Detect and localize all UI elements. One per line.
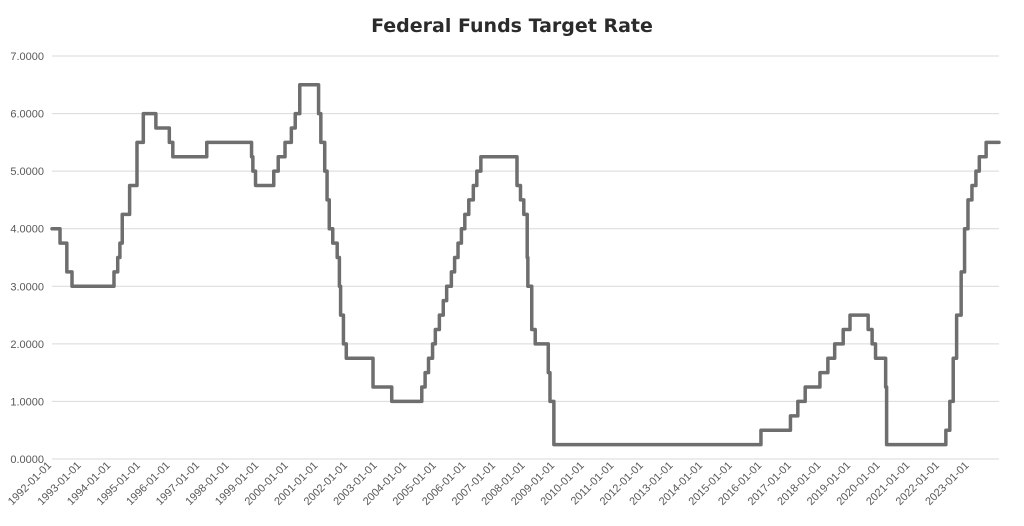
y-tick-label-1: 1.0000	[10, 396, 44, 408]
series-layer	[50, 83, 1001, 447]
y-axis-tick-labels: 0.0000 1.0000 2.0000 3.0000 4.0000 5.0000 6.00…	[10, 51, 44, 466]
y-tick-label-3: 3.0000	[10, 281, 44, 293]
y-tick-label-6: 6.0000	[10, 109, 44, 121]
x-axis-tick-labels: 1992-01-011993-01-011994-01-011995-01-01…	[6, 460, 972, 508]
y-tick-label-5: 5.0000	[10, 166, 44, 178]
series-line-0	[50, 83, 1001, 447]
y-tick-label-7: 7.0000	[10, 51, 44, 63]
y-tick-label-4: 4.0000	[10, 224, 44, 236]
y-tick-label-0: 0.0000	[10, 454, 44, 466]
y-tick-label-2: 2.0000	[10, 339, 44, 351]
chart-title: Federal Funds Target Rate	[371, 15, 653, 37]
